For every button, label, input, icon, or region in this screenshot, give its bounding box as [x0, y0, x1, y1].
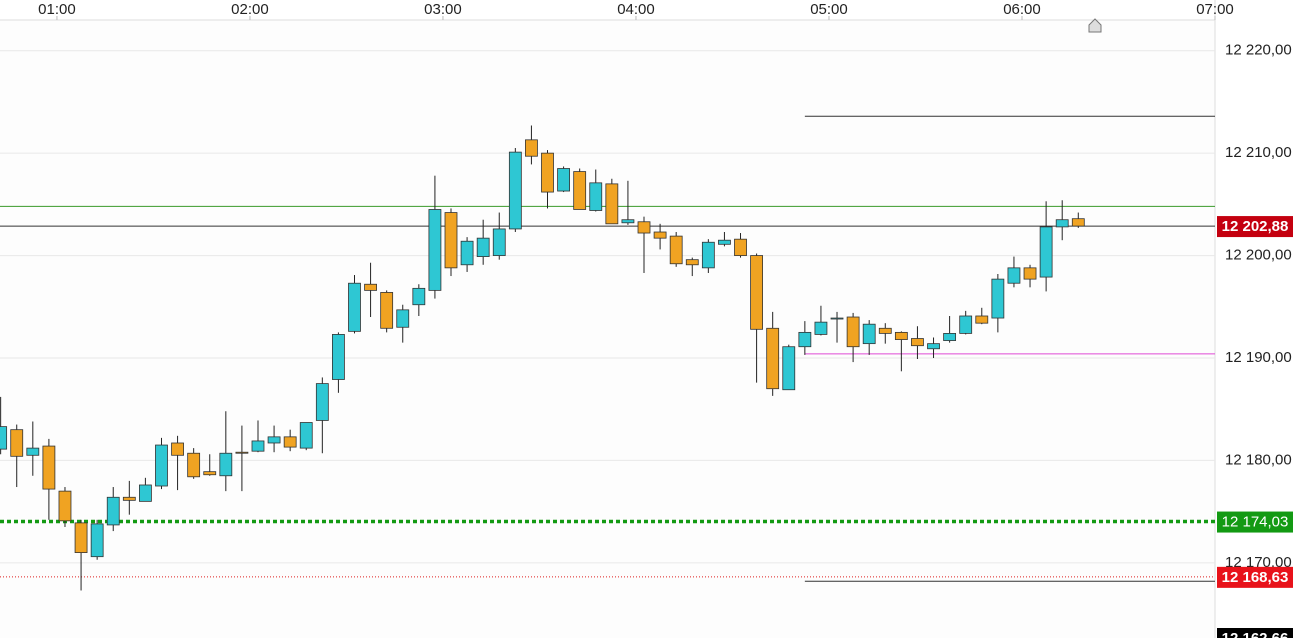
candle-body [701, 241, 715, 269]
candle-body [203, 471, 217, 476]
price-label: 12 162,66 [1222, 630, 1289, 638]
time-axis [0, 0, 1310, 20]
x-tick-label: 01:00 [38, 1, 76, 18]
candle-body [187, 452, 201, 478]
candle-body [428, 209, 442, 291]
candle-body [991, 278, 1005, 319]
candle-body [589, 182, 603, 211]
candle-body [90, 523, 104, 558]
candle-body [878, 327, 892, 334]
candle-body [380, 292, 394, 329]
price-label: 12 174,03 [1222, 514, 1289, 531]
candle-body [10, 429, 24, 457]
candle-body [332, 334, 345, 380]
candle-body [927, 343, 940, 350]
candle-body [235, 451, 249, 454]
candle-body [1071, 218, 1085, 227]
price-label: 12 168,63 [1222, 569, 1289, 586]
candle-body [798, 331, 812, 348]
candle-body [74, 522, 88, 553]
candle-body [750, 255, 764, 330]
candle-body [846, 316, 860, 348]
y-tick-label: 12 170,00 [1225, 554, 1292, 571]
candle-body [139, 484, 152, 502]
plot-area [0, 20, 1215, 638]
candle-body [155, 444, 168, 487]
candle-body [299, 422, 313, 449]
candle-body [283, 436, 297, 448]
x-tick-label: 04:00 [617, 1, 655, 18]
price-label-bg [1217, 216, 1293, 238]
candle-body [251, 440, 265, 452]
candle-body [348, 282, 361, 332]
candle-body [557, 168, 570, 192]
y-tick-label: 12 200,00 [1225, 247, 1292, 264]
candle-body [782, 346, 796, 391]
candle-body [766, 327, 780, 390]
axes: 12 170,00 12 180,00 12 190,00 12 200,00 12 2… [38, 1, 1293, 638]
candle-body [508, 151, 522, 230]
candle-body [669, 235, 683, 265]
candle-body [525, 139, 538, 157]
candle-body [541, 152, 554, 193]
candle-body [492, 228, 506, 256]
candle-body [718, 239, 731, 245]
candle-body [830, 317, 844, 320]
x-tick-label: 02:00 [231, 1, 269, 18]
candle-body [573, 171, 587, 210]
y-tick-label: 12 180,00 [1225, 451, 1292, 468]
candle-body [364, 283, 377, 291]
plot [0, 50, 1215, 591]
candle-body [621, 219, 635, 224]
candle-body [460, 240, 474, 266]
candle-body [122, 496, 136, 501]
candle-body [1007, 267, 1021, 284]
candle-body [42, 445, 56, 490]
candle-body [396, 309, 410, 328]
candle-body [975, 315, 989, 324]
candle-body [685, 259, 699, 266]
candle-body [894, 331, 908, 340]
x-tick-label: 05:00 [810, 1, 848, 18]
candle-body [267, 436, 281, 444]
candle-body [58, 490, 72, 522]
candle-body [315, 383, 329, 421]
candle-body [862, 323, 876, 345]
candle-body [943, 333, 957, 341]
y-tick-label: 12 220,00 [1225, 42, 1292, 59]
x-tick-label: 07:00 [1196, 1, 1234, 18]
price-label-bg [1217, 566, 1293, 588]
candle-body [106, 496, 120, 526]
candle-body [219, 452, 233, 477]
candle-body [814, 321, 828, 335]
marker-icon [1088, 18, 1102, 33]
x-tick-label: 06:00 [1003, 1, 1041, 18]
candle-body [476, 237, 490, 257]
candle-body [1055, 219, 1069, 228]
price-label: 12 202,88 [1222, 218, 1289, 235]
price-label-bg [1217, 511, 1293, 533]
candle-body [444, 212, 458, 269]
candle-body [1023, 267, 1037, 280]
candle-body [0, 426, 8, 450]
candle-body [637, 221, 651, 234]
candle-body [911, 338, 924, 347]
y-tick-label: 12 210,00 [1225, 144, 1292, 161]
candle-body [734, 238, 747, 256]
candle-body [605, 183, 619, 225]
candle-body [412, 287, 426, 306]
candle-body [653, 231, 667, 239]
candle-body [26, 447, 40, 456]
candle-body [1039, 226, 1053, 278]
price-label-bg [1217, 628, 1293, 638]
candle-body [959, 315, 973, 334]
y-tick-label: 12 190,00 [1225, 349, 1292, 366]
x-tick-label: 03:00 [424, 1, 462, 18]
candle-body [171, 442, 184, 456]
